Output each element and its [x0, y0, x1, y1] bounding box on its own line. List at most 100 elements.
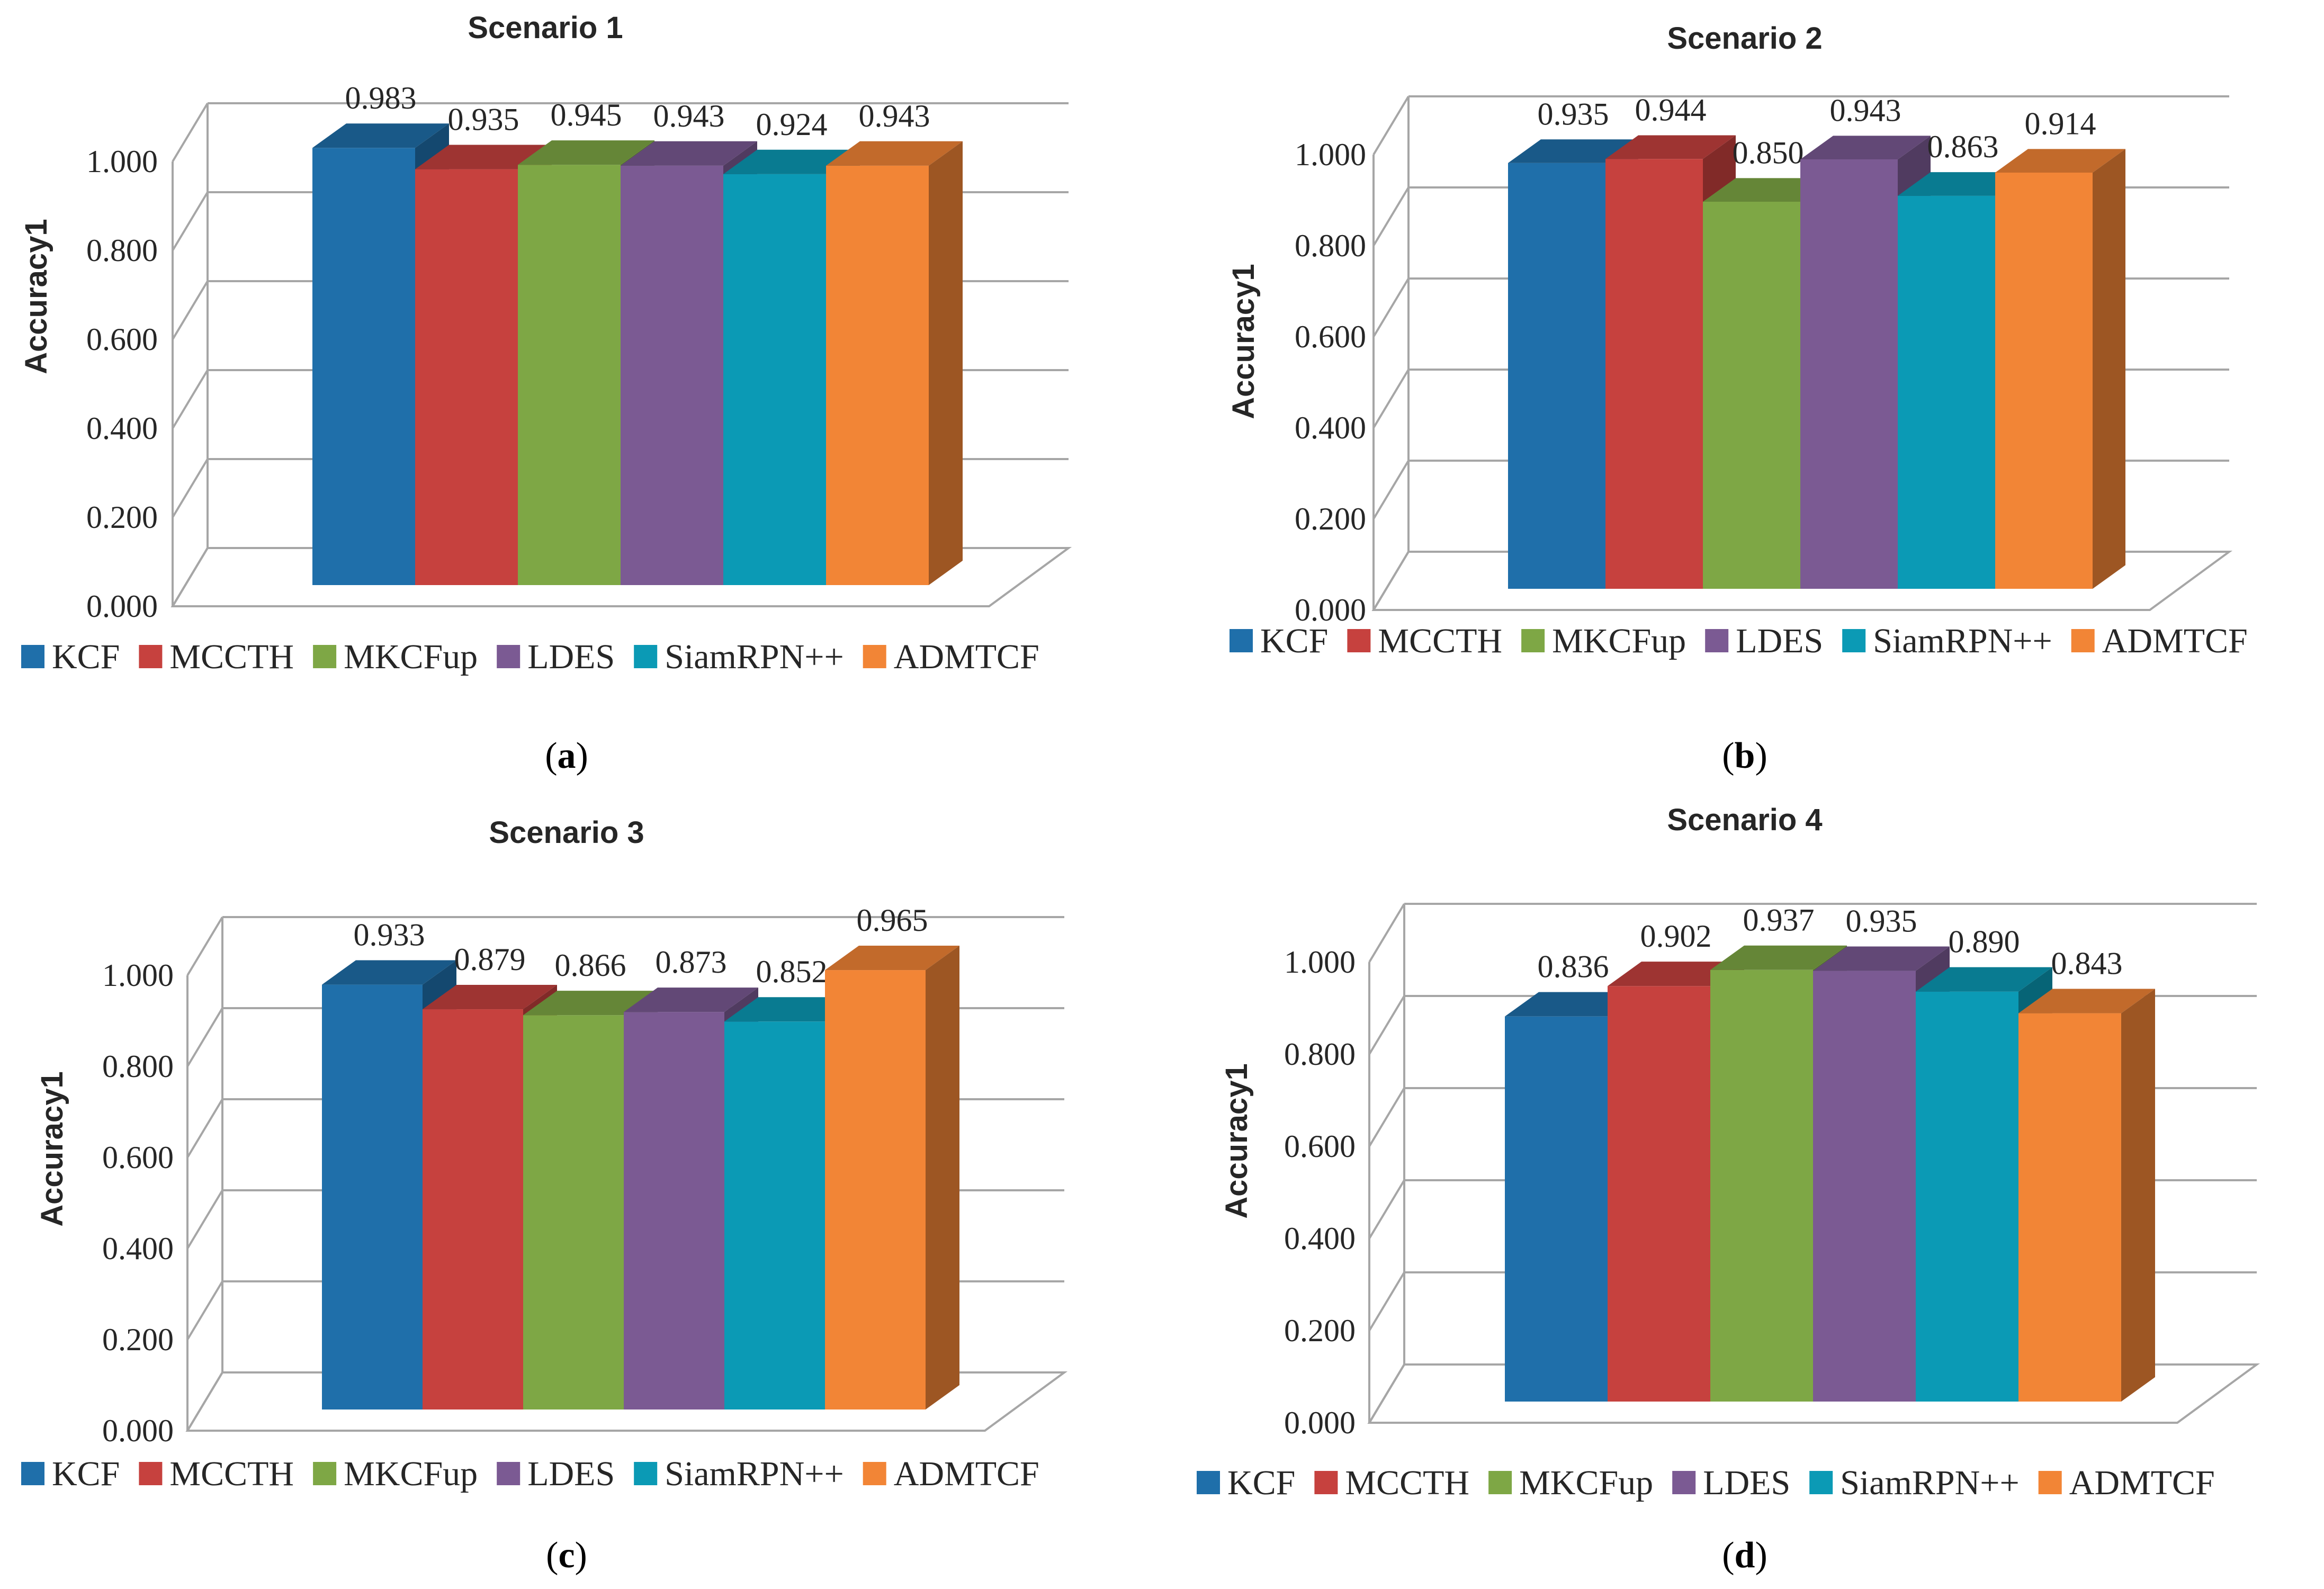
bar-front [1505, 1016, 1608, 1402]
y-tick-label: 1.000 [86, 144, 158, 179]
y-tick-label: 0.200 [86, 500, 158, 535]
gridline-side [172, 191, 209, 252]
y-axis-label: Accuracy1 [19, 219, 53, 374]
legend-item: MKCFup [344, 638, 478, 676]
bar-top [1800, 136, 1931, 160]
data-label: 0.943 [1830, 93, 1901, 128]
legend-item: SiamRPN++ [665, 638, 844, 676]
gridline-side [1372, 369, 1410, 429]
data-label: 0.852 [756, 954, 828, 989]
gridline-side [1372, 186, 1410, 247]
data-label: 0.943 [653, 98, 725, 133]
legend-item: MKCFup [1552, 622, 1686, 660]
gridline-side [186, 1189, 223, 1250]
data-label: 0.937 [1743, 903, 1815, 938]
legend-item: LDES [1703, 1464, 1790, 1502]
data-label: 0.850 [1733, 135, 1804, 170]
data-label: 0.902 [1640, 919, 1712, 954]
legend-swatch [1230, 629, 1253, 652]
legend-item: LDES [527, 1455, 615, 1493]
data-label: 0.863 [1927, 129, 1999, 164]
gridline-side [186, 1007, 223, 1067]
y-tick-label: 0.800 [1295, 228, 1366, 263]
bar-front [312, 148, 415, 585]
gridline-side [1368, 1271, 1405, 1332]
gridline-side [1372, 460, 1410, 520]
legend-swatch [2038, 1471, 2062, 1494]
legend-item: SiamRPN++ [1840, 1464, 2020, 1502]
panel-label: (d) [1722, 1535, 1767, 1576]
y-tick-label: 0.200 [102, 1322, 174, 1357]
gridline-side [1368, 1179, 1405, 1240]
legend-swatch [1842, 629, 1866, 652]
bar-top [322, 960, 456, 985]
y-tick-label: 0.000 [102, 1413, 174, 1448]
bar-front [523, 1015, 624, 1410]
bar-top [1608, 962, 1744, 986]
legend-item: KCF [1260, 622, 1328, 660]
chart-panel-d: 0.000 0.200 0.400 0.600 0.800 1.000 0.836 0.902… [1197, 803, 2260, 1576]
panel-label: (b) [1722, 735, 1767, 776]
legend-swatch [313, 1462, 337, 1485]
bar-front [825, 970, 926, 1410]
bar-front [1703, 202, 1800, 589]
legend-swatch [1809, 1471, 1833, 1494]
bar-front [423, 1009, 523, 1410]
data-label: 0.879 [454, 942, 526, 977]
y-tick-label: 0.000 [1295, 592, 1366, 627]
legend-item: KCF [52, 1455, 120, 1493]
data-label: 0.935 [1846, 903, 1917, 938]
legend-item: MKCFup [344, 1455, 478, 1493]
bar-front [2018, 1013, 2121, 1402]
legend-swatch [863, 645, 886, 668]
y-axis-label: Accuracy1 [35, 1071, 69, 1226]
chart-floor [1367, 1363, 2260, 1424]
bar-admtcf [825, 946, 959, 1410]
legend: KCF MCCTH MKCFup LDES SiamRPN++ ADMTCF [21, 1455, 1039, 1493]
legend-swatch [1672, 1471, 1696, 1494]
bar-front [518, 165, 621, 585]
bar-top [624, 987, 758, 1012]
data-label: 0.866 [555, 948, 626, 983]
legend-swatch [634, 1462, 658, 1485]
gridline-side [186, 1098, 223, 1159]
y-tick-label: 0.200 [1295, 501, 1366, 536]
y-tick-label: 0.400 [1295, 410, 1366, 445]
data-label: 0.890 [1949, 924, 2020, 959]
gridline-side [172, 102, 209, 163]
chart-panel-b: 0.000 0.200 0.400 0.600 0.800 1.000 0.935 0.944… [1226, 21, 2248, 776]
chart-title: Scenario 1 [468, 11, 623, 45]
y-tick-label: 0.800 [102, 1049, 174, 1084]
bar-admtcf [1995, 149, 2125, 589]
legend-swatch [863, 1462, 886, 1485]
chart-floor [171, 547, 1072, 607]
bar-front [1508, 163, 1605, 589]
chart-title: Scenario 2 [1667, 21, 1822, 56]
legend-item: LDES [527, 638, 615, 676]
legend-item: MCCTH [169, 1455, 294, 1493]
gridline-side [1368, 995, 1405, 1055]
data-label: 0.935 [448, 102, 519, 137]
y-axis-label: Accuracy1 [1219, 1063, 1254, 1218]
bar-front [724, 1021, 825, 1410]
bar-front [322, 984, 423, 1410]
data-label: 0.924 [756, 107, 828, 142]
legend-swatch [497, 1462, 521, 1485]
legend-item: ADMTCF [894, 1455, 1039, 1493]
bar-front [1898, 195, 1995, 589]
legend-item: MCCTH [1345, 1464, 1469, 1502]
y-tick-label: 0.400 [86, 411, 158, 446]
chart-panel-a: 0.000 0.200 0.400 0.600 0.800 1.000 0.983 0.935… [19, 11, 1072, 776]
legend-item: SiamRPN++ [1873, 622, 2052, 660]
bar-top [1813, 946, 1950, 971]
legend-item: ADMTCF [894, 638, 1039, 676]
bar-front [415, 169, 518, 586]
bar-front [624, 1012, 724, 1410]
chart-floor [1371, 551, 2233, 611]
y-tick-label: 0.000 [1284, 1405, 1356, 1440]
bar-front [723, 174, 826, 586]
bar-admtcf [826, 141, 963, 585]
gridline-side [172, 369, 209, 429]
legend-swatch [1347, 629, 1371, 652]
legend-swatch [21, 645, 44, 668]
